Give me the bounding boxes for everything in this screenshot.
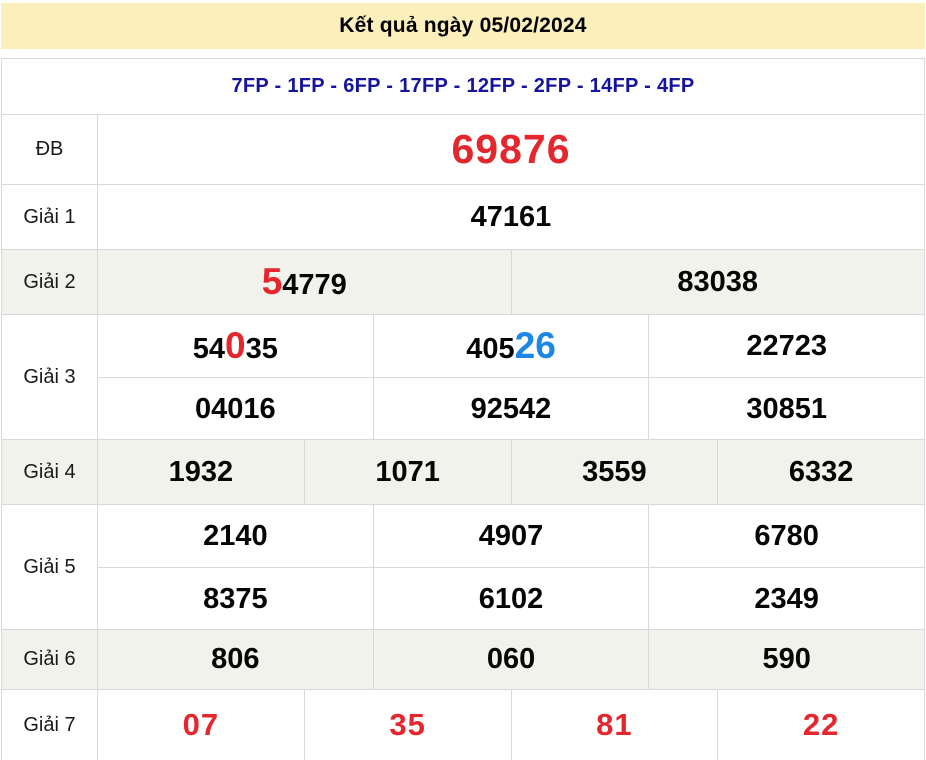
prize-label-g1: Giải 1: [2, 185, 98, 249]
digit-segment: 35: [245, 333, 278, 365]
prize-number: 3559: [510, 440, 718, 504]
prize-number: 54035: [98, 315, 373, 377]
prize-row-g4: Giải 4 1932 1071 3559 6332: [2, 440, 924, 505]
prize-number: 8375: [98, 568, 373, 629]
prize-line: 47161: [98, 185, 924, 249]
prize-number: 83038: [510, 250, 925, 314]
digit-segment: 806: [211, 643, 260, 675]
digit-segment: 6102: [478, 583, 544, 615]
digit-segment: 2349: [754, 583, 819, 615]
digit-segment: 6780: [754, 520, 819, 552]
prize-number: 22723: [648, 315, 924, 377]
digit-segment: 54: [192, 333, 226, 365]
prize-line: 8375 6102 2349: [98, 567, 924, 629]
prize-row-db: ĐB 69876: [2, 115, 924, 185]
prize-row-g3: Giải 3 54035 40526 22723 04016 92542 30851: [2, 315, 924, 440]
digit-segment: 22723: [746, 330, 827, 362]
digit-segment: 04016: [195, 393, 276, 425]
prize-row-g1: Giải 1 47161: [2, 185, 924, 250]
prize-number: 40526: [372, 315, 649, 377]
prize-label-g4: Giải 4: [2, 440, 98, 504]
prize-number: 060: [372, 630, 649, 689]
prize-number: 6332: [717, 440, 924, 504]
prize-values-db: 69876: [98, 115, 924, 184]
prize-line: 2140 4907 6780: [98, 505, 924, 567]
prize-row-g6: Giải 6 806 060 590: [2, 630, 924, 690]
digit-segment: 81: [596, 707, 633, 742]
prize-number: 2349: [648, 568, 924, 629]
prize-line: 54035 40526 22723: [98, 315, 924, 377]
prize-values-g3: 54035 40526 22723 04016 92542 30851: [98, 315, 924, 439]
digit-segment: 30851: [746, 393, 827, 425]
highlighted-digit-blue: 26: [514, 325, 556, 366]
prize-values-g4: 1932 1071 3559 6332: [98, 440, 924, 504]
digit-segment: 07: [182, 707, 220, 742]
prize-values-g7: 07 35 81 22: [98, 690, 924, 760]
prize-line: 806 060 590: [98, 630, 924, 689]
highlighted-digit-red: 5: [261, 261, 283, 302]
prize-number: 04016: [98, 378, 373, 439]
prize-number: 35: [303, 690, 511, 760]
prize-row-g7: Giải 7 07 35 81 22: [2, 690, 924, 760]
prize-label-g5: Giải 5: [2, 505, 98, 629]
digit-segment: 92542: [470, 393, 552, 425]
prize-number: 30851: [648, 378, 924, 439]
prize-label-g3: Giải 3: [2, 315, 98, 439]
prize-number: 806: [98, 630, 373, 689]
prize-values-g6: 806 060 590: [98, 630, 924, 689]
prize-number: 92542: [372, 378, 649, 439]
digit-segment: 4907: [478, 520, 544, 552]
prize-line: 69876: [98, 115, 924, 184]
highlighted-digit-red: 0: [225, 325, 246, 366]
prize-values-g1: 47161: [98, 185, 924, 249]
results-board: 7FP - 1FP - 6FP - 17FP - 12FP - 2FP - 14…: [1, 58, 925, 760]
digit-segment: 83038: [677, 266, 759, 298]
prize-number: 4907: [372, 505, 649, 567]
prize-number: 6780: [648, 505, 924, 567]
prize-line: 04016 92542 30851: [98, 377, 924, 439]
prize-number: 590: [648, 630, 924, 689]
digit-segment: 47161: [470, 201, 552, 233]
digit-segment: 6332: [788, 456, 854, 488]
results-table-body: ĐB 69876 Giải 1 47161 Giải 2 54779 83038 Giải 3…: [2, 115, 924, 760]
digit-segment: 69876: [451, 126, 571, 172]
digit-segment: 4779: [282, 269, 347, 301]
prize-number: 22: [717, 690, 924, 760]
prize-number: 54779: [98, 250, 511, 314]
prize-number: 1932: [98, 440, 304, 504]
digit-segment: 3559: [582, 456, 647, 488]
prize-row-g5: Giải 5 2140 4907 6780 8375 6102 2349: [2, 505, 924, 630]
page-title: Kết quả ngày 05/02/2024: [339, 14, 587, 37]
prize-number: 1071: [303, 440, 511, 504]
digit-segment: 8375: [203, 583, 268, 615]
prize-number: 47161: [98, 185, 924, 249]
prize-line: 1932 1071 3559 6332: [98, 440, 924, 504]
digit-segment: 22: [802, 707, 840, 742]
prize-values-g2: 54779 83038: [98, 250, 924, 314]
prize-row-g2: Giải 2 54779 83038: [2, 250, 924, 315]
digit-segment: 35: [389, 707, 426, 742]
prize-label-db: ĐB: [2, 115, 98, 184]
digit-segment: 2140: [203, 520, 268, 552]
prize-number: 07: [98, 690, 304, 760]
prize-number: 81: [510, 690, 718, 760]
prize-label-g6: Giải 6: [2, 630, 98, 689]
prize-number: 2140: [98, 505, 373, 567]
prize-line: 07 35 81 22: [98, 690, 924, 760]
prize-number: 69876: [98, 115, 924, 184]
digit-segment: 590: [762, 643, 811, 675]
digit-segment: 1071: [375, 456, 440, 488]
digit-segment: 1932: [168, 456, 234, 488]
prize-label-g7: Giải 7: [2, 690, 98, 760]
prize-number: 6102: [372, 568, 649, 629]
prize-line: 54779 83038: [98, 250, 924, 314]
date-header: Kết quả ngày 05/02/2024: [1, 3, 925, 49]
prize-label-g2: Giải 2: [2, 250, 98, 314]
stations-line: 7FP - 1FP - 6FP - 17FP - 12FP - 2FP - 14…: [2, 59, 924, 115]
digit-segment: 405: [466, 333, 515, 365]
prize-values-g5: 2140 4907 6780 8375 6102 2349: [98, 505, 924, 629]
digit-segment: 060: [486, 643, 536, 675]
